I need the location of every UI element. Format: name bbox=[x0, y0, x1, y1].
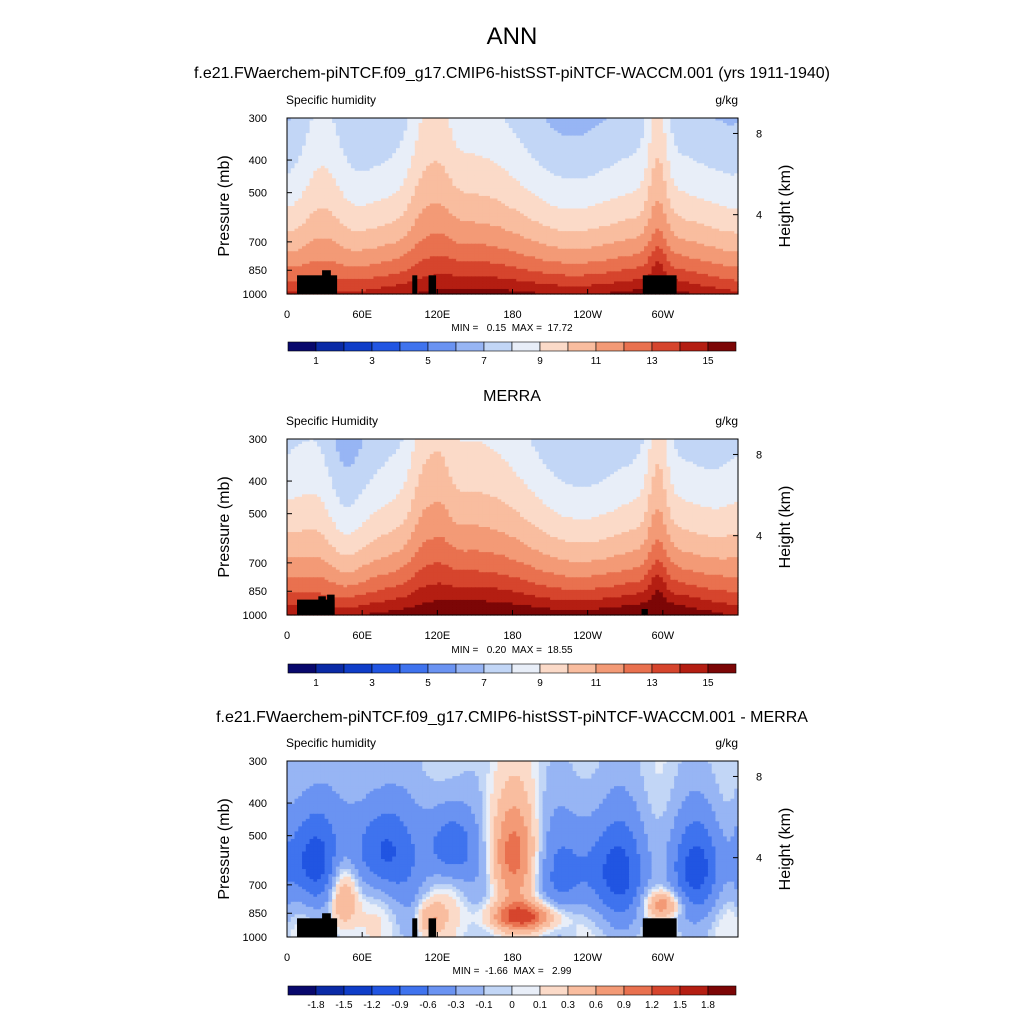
figure: ANN f.e21.FWaerchem-piNTCF.f09_g17.CMIP6… bbox=[0, 0, 1024, 1024]
figure-title: ANN bbox=[487, 23, 538, 50]
panel-model: f.e21.FWaerchem-piNTCF.f09_g17.CMIP6-his… bbox=[194, 65, 830, 367]
contour-field bbox=[287, 118, 739, 295]
panel-title: f.e21.FWaerchem-piNTCF.f09_g17.CMIP6-his… bbox=[194, 65, 830, 82]
panel-left-string: Specific humidity bbox=[286, 93, 376, 107]
panel-right-string: g/kg bbox=[715, 93, 738, 107]
